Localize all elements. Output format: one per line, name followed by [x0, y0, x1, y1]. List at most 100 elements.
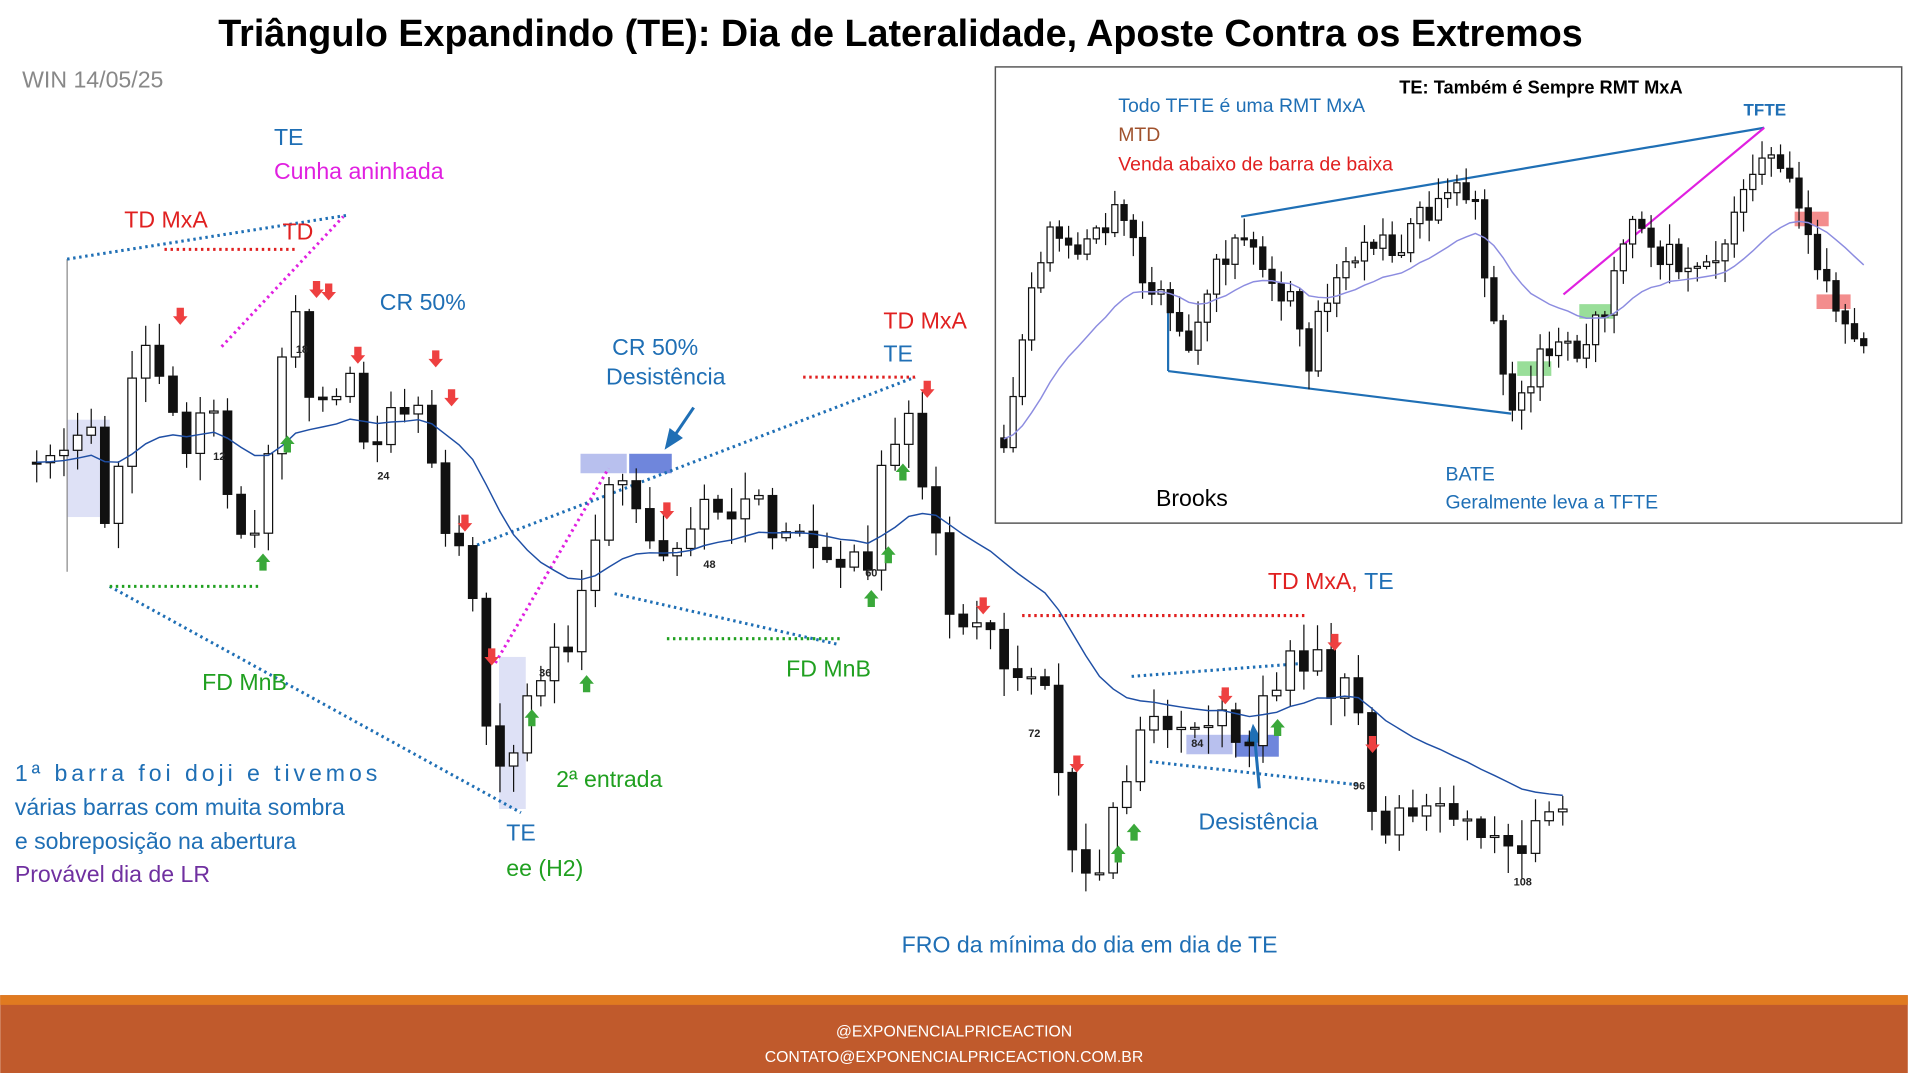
annotation: Desistência: [606, 363, 726, 389]
candle-body: [1610, 270, 1618, 316]
candle-body: [1081, 849, 1091, 874]
bar-number: 18: [296, 344, 308, 356]
inset-author: Brooks: [1156, 485, 1228, 511]
candle-body: [1046, 226, 1054, 264]
candle-body: [86, 426, 97, 436]
annotation: Cunha aninhada: [274, 158, 444, 184]
candle-body: [1471, 198, 1480, 203]
candle-body: [958, 613, 969, 628]
sell-arrow: [350, 346, 366, 364]
candle-body: [931, 486, 941, 534]
candle-body: [1435, 803, 1446, 807]
candle-body: [1544, 811, 1555, 822]
candle-body: [1067, 771, 1078, 851]
candle-body: [631, 480, 642, 510]
sell-arrow: [659, 502, 675, 520]
candle-body: [236, 493, 246, 535]
buy-arrow: [1110, 845, 1126, 863]
annotation: TE: [274, 124, 304, 150]
sell-arrow: [444, 389, 459, 407]
inset-highlight: [1517, 361, 1552, 376]
buy-arrow: [863, 590, 879, 608]
layout: [0, 66, 1908, 1073]
candle-body: [1314, 310, 1322, 372]
candle-body: [753, 494, 764, 500]
candle-body: [1841, 310, 1849, 325]
candle-body: [781, 531, 791, 539]
inset-title: TE: Também é Sempre RMT MxA: [1399, 77, 1682, 98]
candle-body: [1244, 741, 1255, 747]
candle-body: [1786, 167, 1794, 179]
inset-line: Todo TFTE é uma RMT MxA: [1118, 95, 1365, 117]
candle-body: [1832, 280, 1840, 312]
candle-body: [154, 344, 165, 377]
candle-body: [1693, 265, 1701, 269]
candle-body: [1148, 282, 1156, 295]
candle-body: [1444, 192, 1452, 200]
candle-body: [1804, 207, 1812, 236]
candle-body: [467, 545, 478, 600]
candle-body: [876, 464, 887, 571]
candle-body: [1018, 339, 1027, 398]
annotation: TD MxA: [124, 206, 208, 232]
candle-body: [1351, 260, 1359, 264]
candle-body: [1448, 803, 1459, 820]
candle-body: [903, 412, 914, 445]
candle-body: [495, 725, 505, 767]
candle-body: [1230, 709, 1241, 743]
sell-arrow: [428, 350, 444, 368]
footer-contact: CONTATO@EXPONENCIALPRICEACTION.COM.BR: [765, 1049, 1144, 1066]
candle-body: [1190, 726, 1200, 730]
bar-numbers: 12 18 24 36 48 60 72 84 96 108: [213, 344, 1532, 889]
candle-body: [999, 628, 1009, 670]
annotation: Desistência: [1199, 809, 1319, 835]
candle-body: [1453, 182, 1461, 194]
candle-body: [1564, 340, 1572, 344]
candle-body: [1749, 173, 1757, 191]
candle-body: [1850, 323, 1859, 340]
candle-body: [1499, 320, 1507, 375]
candle-body: [1517, 392, 1526, 411]
footer-stripe: [0, 995, 1908, 1005]
annotation-part: TD MxA,: [1268, 568, 1358, 594]
annotation: e sobreposição na abertura: [15, 828, 296, 854]
candle-body: [1175, 311, 1184, 332]
candle-body: [127, 377, 137, 467]
candle-body: [45, 454, 56, 464]
candle-body: [1074, 244, 1082, 255]
candle-body: [1162, 715, 1173, 731]
candle-body: [1503, 835, 1514, 847]
candle-body: [113, 465, 124, 524]
candle-body: [835, 558, 846, 568]
candle-body: [1083, 238, 1091, 255]
title: Triângulo Expandindo (TE): Dia de Latera…: [218, 12, 1583, 54]
pointer-arrows: [664, 406, 1264, 789]
candle-body: [1647, 227, 1655, 248]
candle-body: [1009, 395, 1017, 449]
candle-body: [413, 404, 424, 415]
candle-body: [658, 540, 669, 557]
candle-body: [699, 498, 710, 530]
candle-body: [1638, 218, 1646, 229]
candle-body: [1823, 268, 1831, 282]
candle-body: [1530, 820, 1541, 854]
candle-body: [1212, 258, 1221, 295]
candle-body: [1712, 260, 1720, 264]
candle-body: [1277, 282, 1285, 302]
sell-arrow: [172, 307, 188, 325]
candle-body: [1026, 676, 1037, 680]
sell-arrow: [1365, 736, 1380, 754]
candle-body: [1379, 234, 1387, 249]
candle-body: [317, 396, 328, 401]
candle-body: [1591, 314, 1600, 346]
annotation: Provável dia de LR: [15, 861, 210, 887]
candle-body: [549, 646, 560, 682]
sell-arrow: [1217, 687, 1233, 705]
dotted-lines: [66, 213, 1357, 814]
candle-body: [1053, 684, 1064, 774]
annotation: CR 50%: [612, 334, 698, 360]
candle-body: [1040, 676, 1050, 686]
candle-body: [1000, 437, 1008, 449]
bar-number: 72: [1028, 728, 1040, 740]
candle-body: [1730, 211, 1738, 245]
